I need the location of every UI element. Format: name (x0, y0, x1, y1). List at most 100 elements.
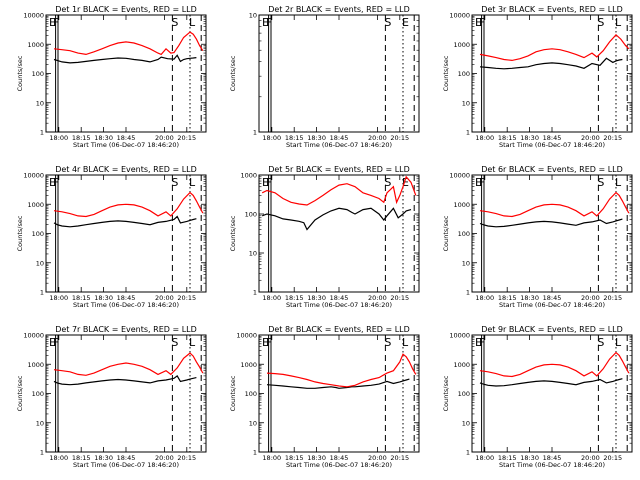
y-tick-label: 1 (40, 449, 44, 457)
y-tick-label: 10 (462, 259, 470, 267)
y-axis-label: Counts/sec (442, 215, 450, 251)
x-tick-label: 20:00 (581, 294, 600, 302)
y-axis-label: Counts/sec (229, 375, 237, 411)
interval-marker: F (53, 16, 59, 29)
panel-title: Det 8r BLACK = Events, RED = LLD (268, 325, 410, 334)
x-tick-label: 18:00 (475, 294, 494, 302)
panel-title: Det 1r BLACK = Events, RED = LLD (55, 5, 197, 14)
interval-marker: S (384, 336, 391, 349)
x-tick-label: 20:15 (603, 294, 622, 302)
interval-marker: L (189, 16, 196, 29)
panel-title: Det 2r BLACK = Events, RED = LLD (268, 5, 410, 14)
panel-title: Det 7r BLACK = Events, RED = LLD (55, 325, 197, 334)
x-tick-label: 18:30 (94, 294, 113, 302)
x-tick-label: 18:15 (285, 454, 304, 462)
panel-title: Det 9r BLACK = Events, RED = LLD (481, 325, 623, 334)
interval-marker: F (266, 176, 272, 189)
lld-series-line (53, 191, 204, 218)
x-tick-label: 18:00 (49, 134, 68, 142)
x-tick-label: 18:30 (94, 454, 113, 462)
events-series-line (479, 218, 623, 228)
x-tick-label: 18:45 (543, 454, 562, 462)
y-tick-label: 1000 (453, 201, 470, 209)
y-tick-label: 100 (32, 70, 44, 78)
x-axis-label: Start Time (06-Dec-07 18:46:20) (286, 301, 392, 309)
y-tick-label: 100 (245, 390, 257, 398)
interval-marker: E (475, 176, 482, 189)
plot-frame (471, 174, 633, 293)
x-tick-label: 18:00 (262, 294, 281, 302)
x-tick-label: 18:30 (520, 454, 539, 462)
y-tick-label: 10 (249, 12, 257, 20)
y-tick-label: 1 (253, 449, 257, 457)
y-axis-label: Counts/sec (442, 55, 450, 91)
events-series-line (53, 375, 197, 386)
y-tick-label: 100 (32, 390, 44, 398)
y-tick-label: 1000 (453, 41, 470, 49)
x-tick-label: 18:15 (72, 294, 91, 302)
y-axis-label: Counts/sec (442, 375, 450, 411)
interval-marker: L (189, 176, 196, 189)
interval-marker: E (402, 16, 409, 29)
y-tick-label: 10000 (23, 332, 44, 340)
y-tick-label: 100 (458, 230, 470, 238)
interval-marker: E (49, 336, 56, 349)
plot-frame (258, 14, 420, 133)
x-tick-label: 18:00 (262, 454, 281, 462)
y-tick-label: 10000 (236, 332, 257, 340)
interval-marker: F (479, 16, 485, 29)
x-tick-label: 18:45 (330, 454, 349, 462)
plot-frame (45, 174, 207, 293)
interval-marker: L (615, 176, 622, 189)
detector-panel-6: Det 6r BLACK = Events, RED = LLD 1 10 100 10… (442, 165, 633, 309)
x-tick-label: 20:00 (368, 294, 387, 302)
interval-marker: E (49, 176, 56, 189)
x-tick-label: 20:00 (155, 294, 174, 302)
y-tick-label: 100 (245, 211, 257, 219)
x-axis-label: Start Time (06-Dec-07 18:46:20) (499, 141, 605, 149)
x-tick-label: 20:15 (603, 134, 622, 142)
y-tick-label: 1 (40, 289, 44, 297)
lld-series-line (53, 31, 204, 56)
y-tick-label: 10 (36, 259, 44, 267)
lld-series-line (266, 353, 417, 388)
panel-title: Det 3r BLACK = Events, RED = LLD (481, 5, 623, 14)
x-axis-label: Start Time (06-Dec-07 18:46:20) (286, 461, 392, 469)
interval-marker: F (266, 336, 272, 349)
interval-marker: E (262, 176, 269, 189)
interval-marker: F (479, 176, 485, 189)
x-tick-label: 20:00 (155, 454, 174, 462)
interval-marker: S (384, 176, 391, 189)
interval-marker: E (49, 16, 56, 29)
x-tick-label: 18:45 (543, 294, 562, 302)
interval-marker: E (402, 176, 409, 189)
x-tick-label: 18:45 (543, 134, 562, 142)
y-tick-label: 10000 (449, 332, 470, 340)
x-tick-label: 18:15 (285, 134, 304, 142)
x-tick-label: 20:15 (603, 454, 622, 462)
lld-series-line (479, 33, 630, 62)
y-tick-label: 1 (253, 289, 257, 297)
x-tick-label: 20:15 (390, 134, 409, 142)
lld-series-line (479, 191, 630, 218)
plot-frame (471, 334, 633, 453)
lld-series-line (479, 351, 630, 378)
interval-marker: S (171, 176, 178, 189)
x-tick-label: 18:45 (330, 294, 349, 302)
x-tick-label: 18:15 (498, 294, 517, 302)
x-tick-label: 18:00 (475, 134, 494, 142)
y-tick-label: 10 (462, 419, 470, 427)
plot-frame (45, 14, 207, 133)
x-tick-label: 18:30 (520, 134, 539, 142)
x-tick-label: 20:15 (177, 134, 196, 142)
events-series-line (53, 54, 197, 64)
y-axis-label: Counts/sec (229, 215, 237, 251)
interval-marker: S (597, 16, 604, 29)
y-tick-label: 10 (36, 419, 44, 427)
x-axis-label: Start Time (06-Dec-07 18:46:20) (286, 141, 392, 149)
interval-marker: L (189, 336, 196, 349)
y-tick-label: 1000 (453, 361, 470, 369)
events-series-line (266, 378, 410, 389)
x-tick-label: 18:15 (498, 454, 517, 462)
